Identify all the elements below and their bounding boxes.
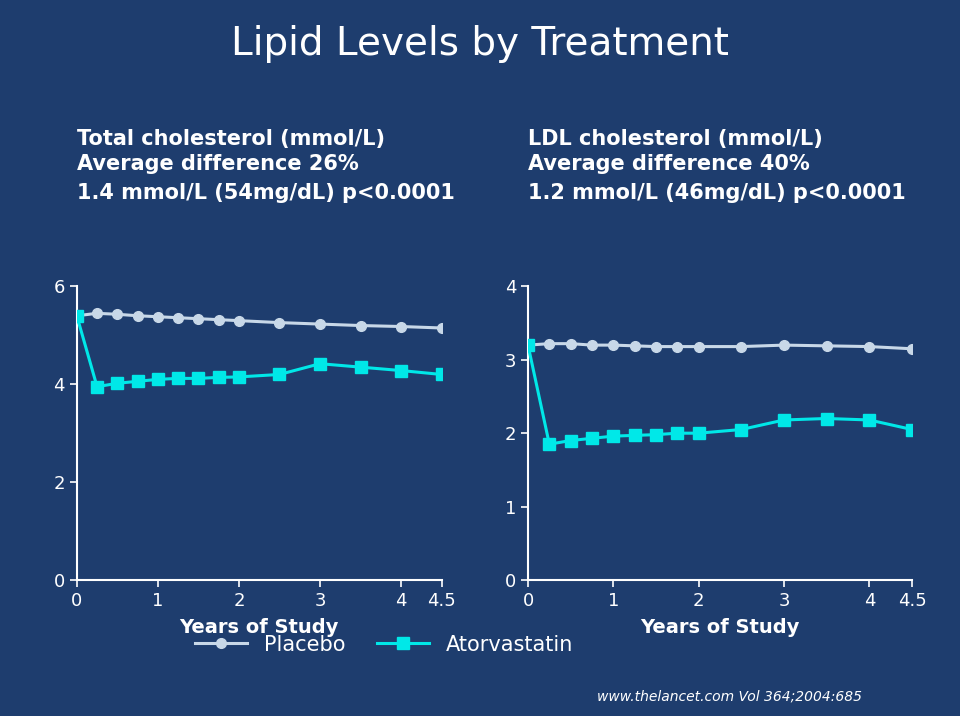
Text: www.thelancet.com Vol 364;2004:685: www.thelancet.com Vol 364;2004:685: [597, 689, 862, 703]
Text: 1.2 mmol/L (46mg/dL) p<0.0001: 1.2 mmol/L (46mg/dL) p<0.0001: [528, 183, 905, 203]
Text: Total cholesterol (mmol/L): Total cholesterol (mmol/L): [77, 129, 385, 149]
Text: Average difference 40%: Average difference 40%: [528, 154, 809, 174]
Text: 1.4 mmol/L (54mg/dL) p<0.0001: 1.4 mmol/L (54mg/dL) p<0.0001: [77, 183, 455, 203]
X-axis label: Years of Study: Years of Study: [640, 618, 800, 637]
X-axis label: Years of Study: Years of Study: [180, 618, 339, 637]
Text: Average difference 26%: Average difference 26%: [77, 154, 358, 174]
Text: LDL cholesterol (mmol/L): LDL cholesterol (mmol/L): [528, 129, 823, 149]
Legend: Placebo, Atorvastatin: Placebo, Atorvastatin: [195, 635, 573, 655]
Text: Lipid Levels by Treatment: Lipid Levels by Treatment: [231, 25, 729, 63]
